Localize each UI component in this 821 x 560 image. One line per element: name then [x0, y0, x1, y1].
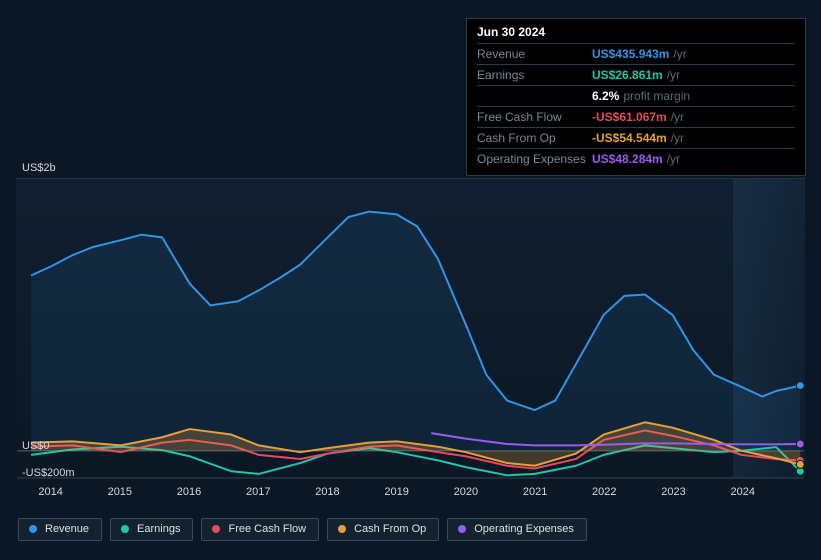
legend-dot-icon [212, 525, 220, 533]
tooltip-row: Operating ExpensesUS$48.284m/yr [477, 148, 795, 169]
legend-item-revenue[interactable]: Revenue [18, 518, 102, 541]
tooltip-metric-unit: /yr [673, 47, 686, 61]
legend-dot-icon [338, 525, 346, 533]
x-axis-tick: 2022 [592, 486, 616, 498]
tooltip-metric-label: Operating Expenses [477, 152, 592, 166]
x-axis-tick: 2020 [454, 486, 478, 498]
tooltip-metric-label: Earnings [477, 68, 592, 82]
chart-legend: Revenue Earnings Free Cash Flow Cash From O… [18, 518, 587, 541]
legend-item-cash-from-op[interactable]: Cash From Op [327, 518, 439, 541]
x-axis: 2014 2015 2016 2017 2018 2019 2020 2021 2022 2023… [16, 478, 805, 502]
tooltip-metric-value: -US$61.067m [592, 110, 667, 124]
tooltip-row: 6.2% profit margin [477, 85, 795, 106]
x-axis-tick: 2015 [108, 486, 132, 498]
tooltip-metric-value: US$26.861m [592, 68, 663, 82]
tooltip-row: Free Cash Flow-US$61.067m/yr [477, 106, 795, 127]
x-axis-tick: 2021 [523, 486, 547, 498]
tooltip-metric-label: Revenue [477, 47, 592, 61]
x-axis-tick: 2017 [246, 486, 270, 498]
x-axis-tick: 2014 [38, 486, 62, 498]
x-axis-tick: 2019 [384, 486, 408, 498]
y-axis-max-label: US$2b [22, 162, 56, 174]
x-axis-tick: 2018 [315, 486, 339, 498]
hover-tooltip: Jun 30 2024 RevenueUS$435.943m/yrEarning… [466, 18, 806, 176]
plot-svg [16, 179, 805, 478]
x-axis-tick: 2016 [177, 486, 201, 498]
legend-dot-icon [29, 525, 37, 533]
tooltip-metric-unit: /yr [671, 110, 684, 124]
y-axis-zero-label: US$0 [22, 440, 50, 452]
legend-label: Operating Expenses [474, 523, 574, 535]
legend-label: Earnings [137, 523, 180, 535]
legend-item-operating-expenses[interactable]: Operating Expenses [447, 518, 587, 541]
legend-item-earnings[interactable]: Earnings [110, 518, 193, 541]
tooltip-metric-label [477, 89, 592, 103]
tooltip-metric-value: US$48.284m [592, 152, 663, 166]
legend-label: Cash From Op [354, 523, 426, 535]
financial-line-chart[interactable]: US$0 -US$200m [16, 178, 805, 478]
tooltip-metric-unit: /yr [667, 152, 680, 166]
tooltip-row: RevenueUS$435.943m/yr [477, 43, 795, 64]
tooltip-metric-unit: /yr [671, 131, 684, 145]
x-axis-tick: 2024 [730, 486, 754, 498]
chart-container: { "tooltip": { "pos": { "left": 466, "to… [0, 0, 821, 560]
tooltip-row: EarningsUS$26.861m/yr [477, 64, 795, 85]
tooltip-metric-value: US$435.943m [592, 47, 669, 61]
legend-dot-icon [121, 525, 129, 533]
tooltip-metric-value: -US$54.544m [592, 131, 667, 145]
tooltip-metric-label: Free Cash Flow [477, 110, 592, 124]
tooltip-metric-unit: /yr [667, 68, 680, 82]
tooltip-date: Jun 30 2024 [477, 25, 795, 39]
legend-label: Revenue [45, 523, 89, 535]
tooltip-row: Cash From Op-US$54.544m/yr [477, 127, 795, 148]
x-axis-tick: 2023 [661, 486, 685, 498]
tooltip-metric-value: 6.2% [592, 89, 619, 103]
legend-item-free-cash-flow[interactable]: Free Cash Flow [201, 518, 319, 541]
tooltip-metric-label: Cash From Op [477, 131, 592, 145]
legend-dot-icon [458, 525, 466, 533]
legend-label: Free Cash Flow [228, 523, 306, 535]
tooltip-metric-unit: profit margin [623, 89, 690, 103]
